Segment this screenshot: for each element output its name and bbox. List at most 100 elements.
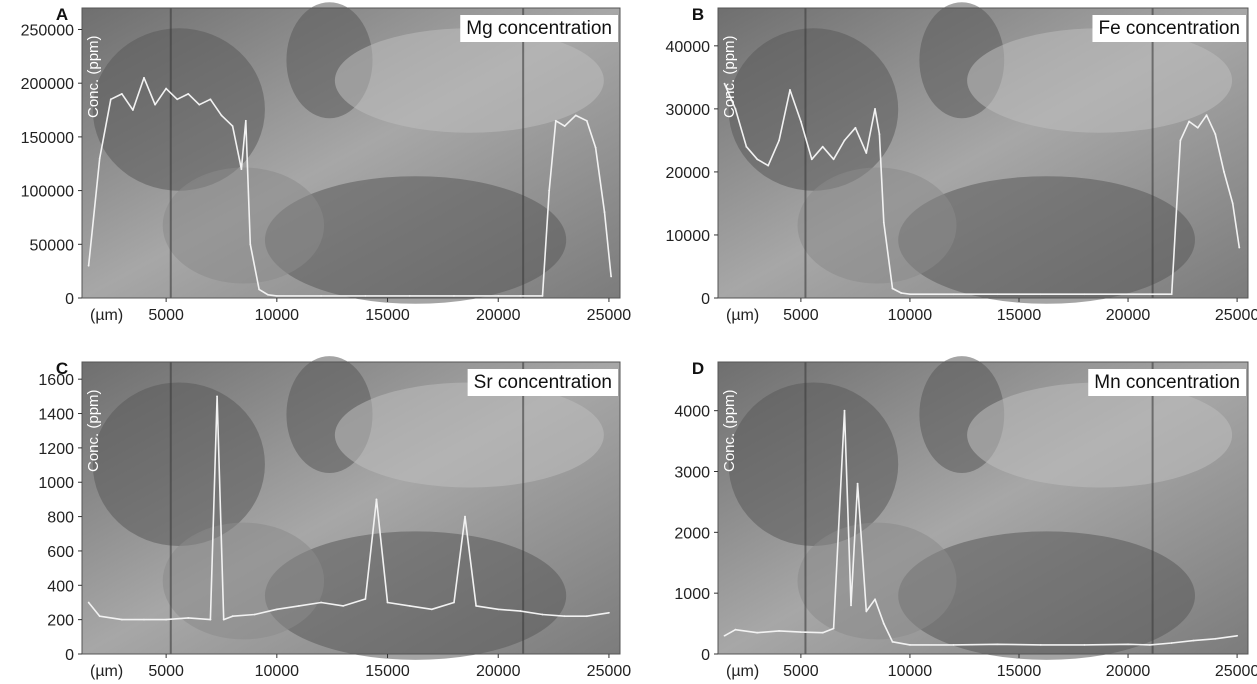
data-point <box>891 287 894 290</box>
data-point <box>249 243 252 246</box>
data-point <box>275 608 278 611</box>
data-point <box>541 294 544 297</box>
data-point <box>187 93 190 95</box>
micrograph-region <box>898 531 1195 660</box>
y-tick-label: 1200 <box>38 441 74 458</box>
y-tick-label: 1400 <box>38 407 74 424</box>
data-point <box>882 622 885 625</box>
y-tick-label: 30000 <box>666 102 711 119</box>
data-point <box>244 119 247 122</box>
data-point <box>1039 293 1042 296</box>
data-point <box>364 294 367 297</box>
plot-frame <box>717 361 1249 655</box>
data-point <box>874 107 876 110</box>
data-point <box>109 98 112 101</box>
data-point <box>1236 634 1238 637</box>
micrograph-region <box>334 382 604 488</box>
data-point <box>408 294 411 297</box>
x-tick-label: 5000 <box>148 307 184 324</box>
y-tick-label: 1000 <box>38 475 74 492</box>
y-tick-label: 200000 <box>21 76 74 93</box>
chart-panel-c: 0 200 400 600 800 1000 1200 1400 1600 5000 10000 15… <box>38 356 631 680</box>
micrograph-region <box>162 522 325 640</box>
data-point <box>143 618 145 621</box>
micrograph-region <box>264 531 567 660</box>
plot-frame <box>81 7 621 299</box>
title-box <box>460 15 618 42</box>
y-tick-label: 50000 <box>30 237 75 254</box>
y-tick-label: 600 <box>47 544 74 561</box>
data-point <box>1083 643 1086 646</box>
x-unit-label: (µm) <box>90 663 123 680</box>
data-point <box>865 610 868 613</box>
x-tick-label: 10000 <box>255 307 300 324</box>
y-tick-label: 400 <box>47 578 74 595</box>
y-tick-label: 100000 <box>21 184 74 201</box>
x-tick-label: 20000 <box>1106 307 1151 324</box>
panel-letter: B <box>692 5 704 24</box>
x-tick-label: 15000 <box>997 663 1042 680</box>
data-point <box>541 613 544 616</box>
data-point <box>952 293 955 296</box>
data-point <box>856 482 859 485</box>
data-point <box>778 139 780 142</box>
data-point <box>453 601 455 604</box>
data-point <box>258 288 261 291</box>
x-tick-label: 20000 <box>476 307 521 324</box>
data-point <box>832 158 835 161</box>
data-point <box>298 605 300 607</box>
data-point <box>799 120 802 123</box>
x-tick-label: 20000 <box>476 663 521 680</box>
plot-frame <box>81 361 621 655</box>
x-tick-label: 10000 <box>888 307 933 324</box>
micrograph-region <box>797 522 957 640</box>
data-point <box>240 168 243 171</box>
data-point <box>603 211 606 213</box>
micrograph-region <box>728 382 899 546</box>
data-point <box>878 133 881 135</box>
concentration-trace <box>723 83 1241 295</box>
data-point <box>756 158 759 161</box>
data-point <box>778 629 780 632</box>
x-tick-label: 20000 <box>1106 663 1151 680</box>
data-point <box>900 292 903 294</box>
data-point <box>996 293 999 296</box>
data-point <box>548 189 551 192</box>
x-tick-label: 25000 <box>587 663 632 680</box>
micrograph-region <box>967 382 1233 488</box>
micrograph-region <box>334 28 604 133</box>
data-point <box>810 158 813 161</box>
chart-title: Sr concentration <box>474 372 612 393</box>
data-point <box>594 146 597 149</box>
data-point <box>87 601 90 604</box>
data-point <box>98 157 101 160</box>
data-point <box>563 125 566 128</box>
data-point <box>497 608 500 611</box>
y-axis-label: Conc. (ppm) <box>721 35 738 118</box>
y-axis-label: Conc. (ppm) <box>721 389 738 472</box>
micrograph-region <box>967 28 1233 133</box>
data-point <box>98 615 101 618</box>
x-tick-label: 5000 <box>783 307 819 324</box>
x-unit-label: (µm) <box>726 307 759 324</box>
data-point <box>909 293 911 296</box>
data-point <box>734 628 737 631</box>
data-point <box>342 605 345 607</box>
data-point <box>1148 293 1151 296</box>
data-point <box>734 107 737 110</box>
data-point <box>789 89 791 91</box>
y-tick-label: 250000 <box>21 22 74 39</box>
panel-letter: C <box>56 359 68 378</box>
data-point <box>1127 293 1129 296</box>
data-point <box>723 82 726 85</box>
data-point <box>882 221 885 224</box>
chart-panel-d: 0 1000 2000 3000 4000 5000 10000 15000 20000 2500… <box>674 356 1257 680</box>
y-tick-label: 20000 <box>666 165 711 182</box>
data-point <box>821 631 824 634</box>
data-point <box>253 613 256 616</box>
data-point <box>1179 139 1182 142</box>
plot-frame <box>717 7 1249 299</box>
data-point <box>1127 643 1129 646</box>
data-point <box>745 145 748 148</box>
